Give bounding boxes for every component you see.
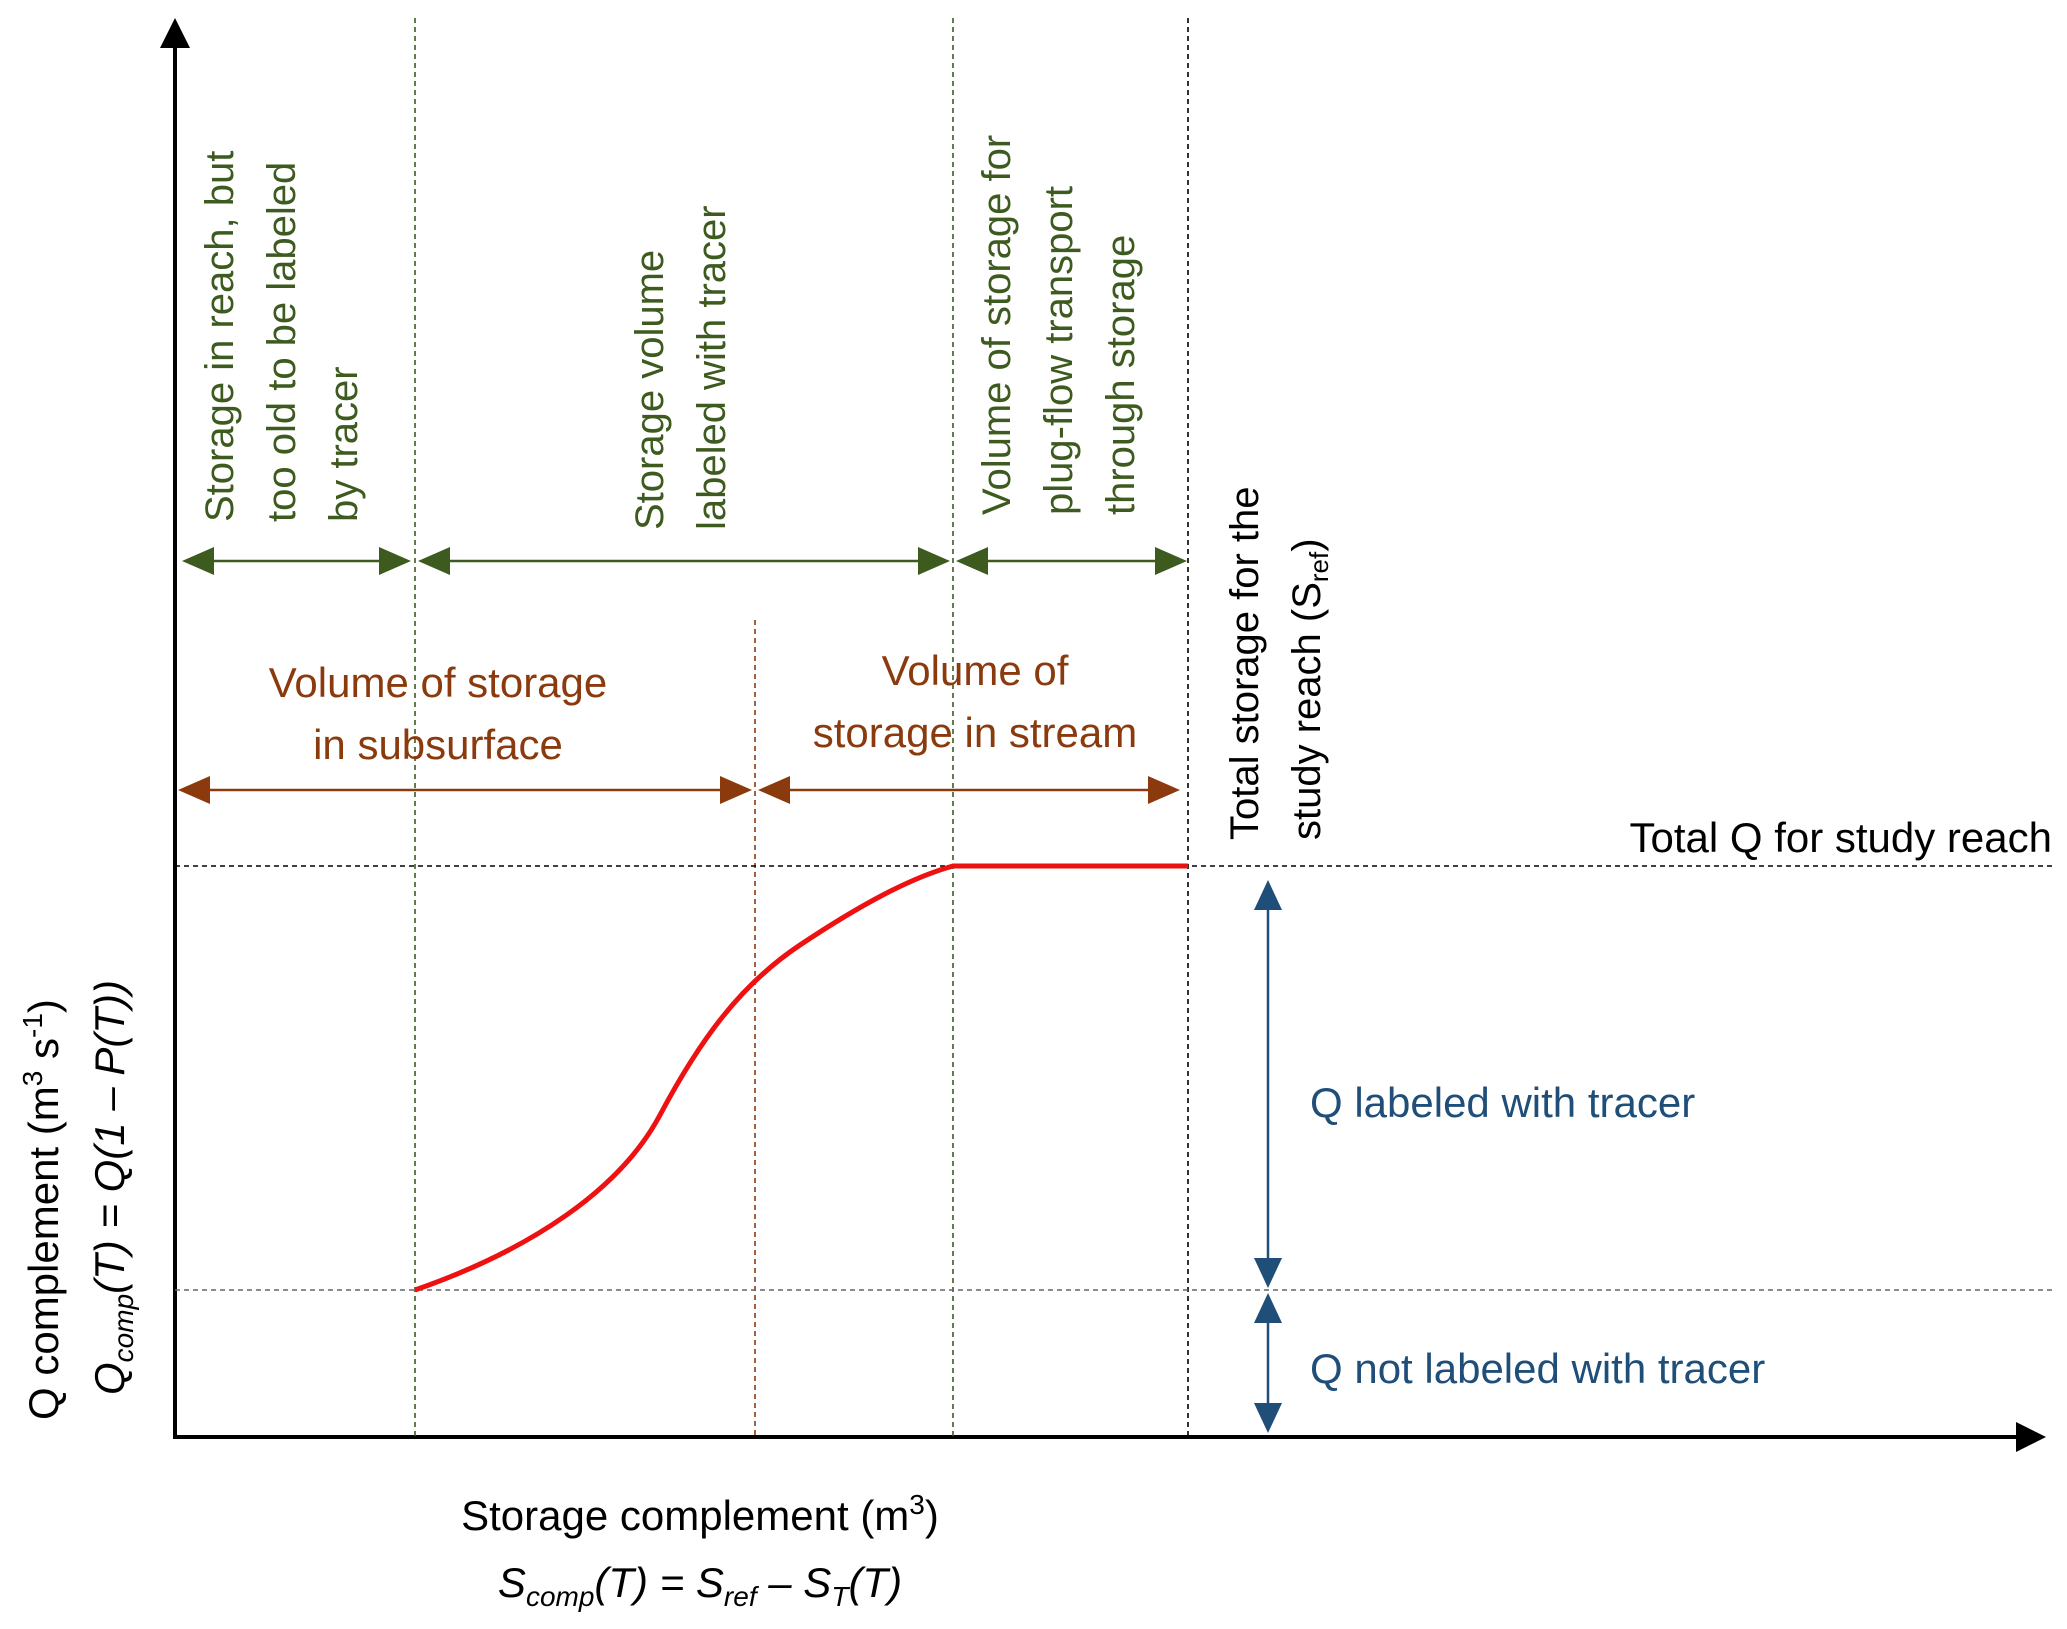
svg-text:Volume of storage for: Volume of storage for <box>975 135 1019 515</box>
mid-region-label-stream: Volume of storage in stream <box>813 647 1137 756</box>
top-region-label-labeled-storage: Storage volume labeled with tracer <box>628 205 734 530</box>
svg-text:Volume of: Volume of <box>882 647 1069 694</box>
x-axis-arrowhead <box>2016 1422 2046 1452</box>
svg-text:Storage complement (m3): Storage complement (m3) <box>461 1489 939 1539</box>
svg-text:Q complement (m3 s-1): Q complement (m3 s-1) <box>17 999 67 1420</box>
total-q-label: Total Q for study reach <box>1629 814 2052 861</box>
svg-text:Total storage for the: Total storage for the <box>1223 486 1267 840</box>
y-axis-arrowhead <box>160 18 190 48</box>
mid-range-arrows <box>178 776 1180 804</box>
svg-text:Storage volume: Storage volume <box>628 250 672 530</box>
mid-region-label-subsurface: Volume of storage in subsurface <box>269 659 608 768</box>
top-region-label-plug-flow: Volume of storage for plug-flow transpor… <box>975 135 1143 515</box>
svg-text:labeled with tracer: labeled with tracer <box>690 205 734 530</box>
q-labeled-label: Q labeled with tracer <box>1310 1079 1695 1126</box>
svg-text:through storage: through storage <box>1099 235 1143 515</box>
svg-text:in subsurface: in subsurface <box>313 721 563 768</box>
top-region-label-old-storage: Storage in reach, but too old to be labe… <box>198 151 366 522</box>
svg-text:by tracer: by tracer <box>322 366 366 522</box>
y-axis-label: Q complement (m3 s-1) Qcomp(T) = Q(1 – P… <box>17 980 139 1420</box>
x-axis-label: Storage complement (m3) Scomp(T) = Sref … <box>461 1489 939 1612</box>
svg-text:too old to be labeled: too old to be labeled <box>260 162 304 522</box>
q-complement-curve <box>414 863 1188 1293</box>
q-not-labeled-label: Q not labeled with tracer <box>1310 1345 1765 1392</box>
top-range-arrows <box>182 547 1187 575</box>
svg-text:Scomp(T) = Sref – ST(T): Scomp(T) = Sref – ST(T) <box>498 1559 902 1612</box>
svg-text:Storage in reach, but: Storage in reach, but <box>198 151 242 522</box>
svg-text:study reach (Sref): study reach (Sref) <box>1285 538 1334 840</box>
q-range-arrows <box>1254 880 1282 1433</box>
svg-text:Qcomp(T) = Q(1 – P(T)): Qcomp(T) = Q(1 – P(T)) <box>86 980 139 1395</box>
svg-text:plug-flow transport: plug-flow transport <box>1037 186 1081 515</box>
total-storage-label: Total storage for the study reach (Sref) <box>1223 486 1334 840</box>
svg-text:Volume of storage: Volume of storage <box>269 659 608 706</box>
svg-text:storage in stream: storage in stream <box>813 709 1137 756</box>
